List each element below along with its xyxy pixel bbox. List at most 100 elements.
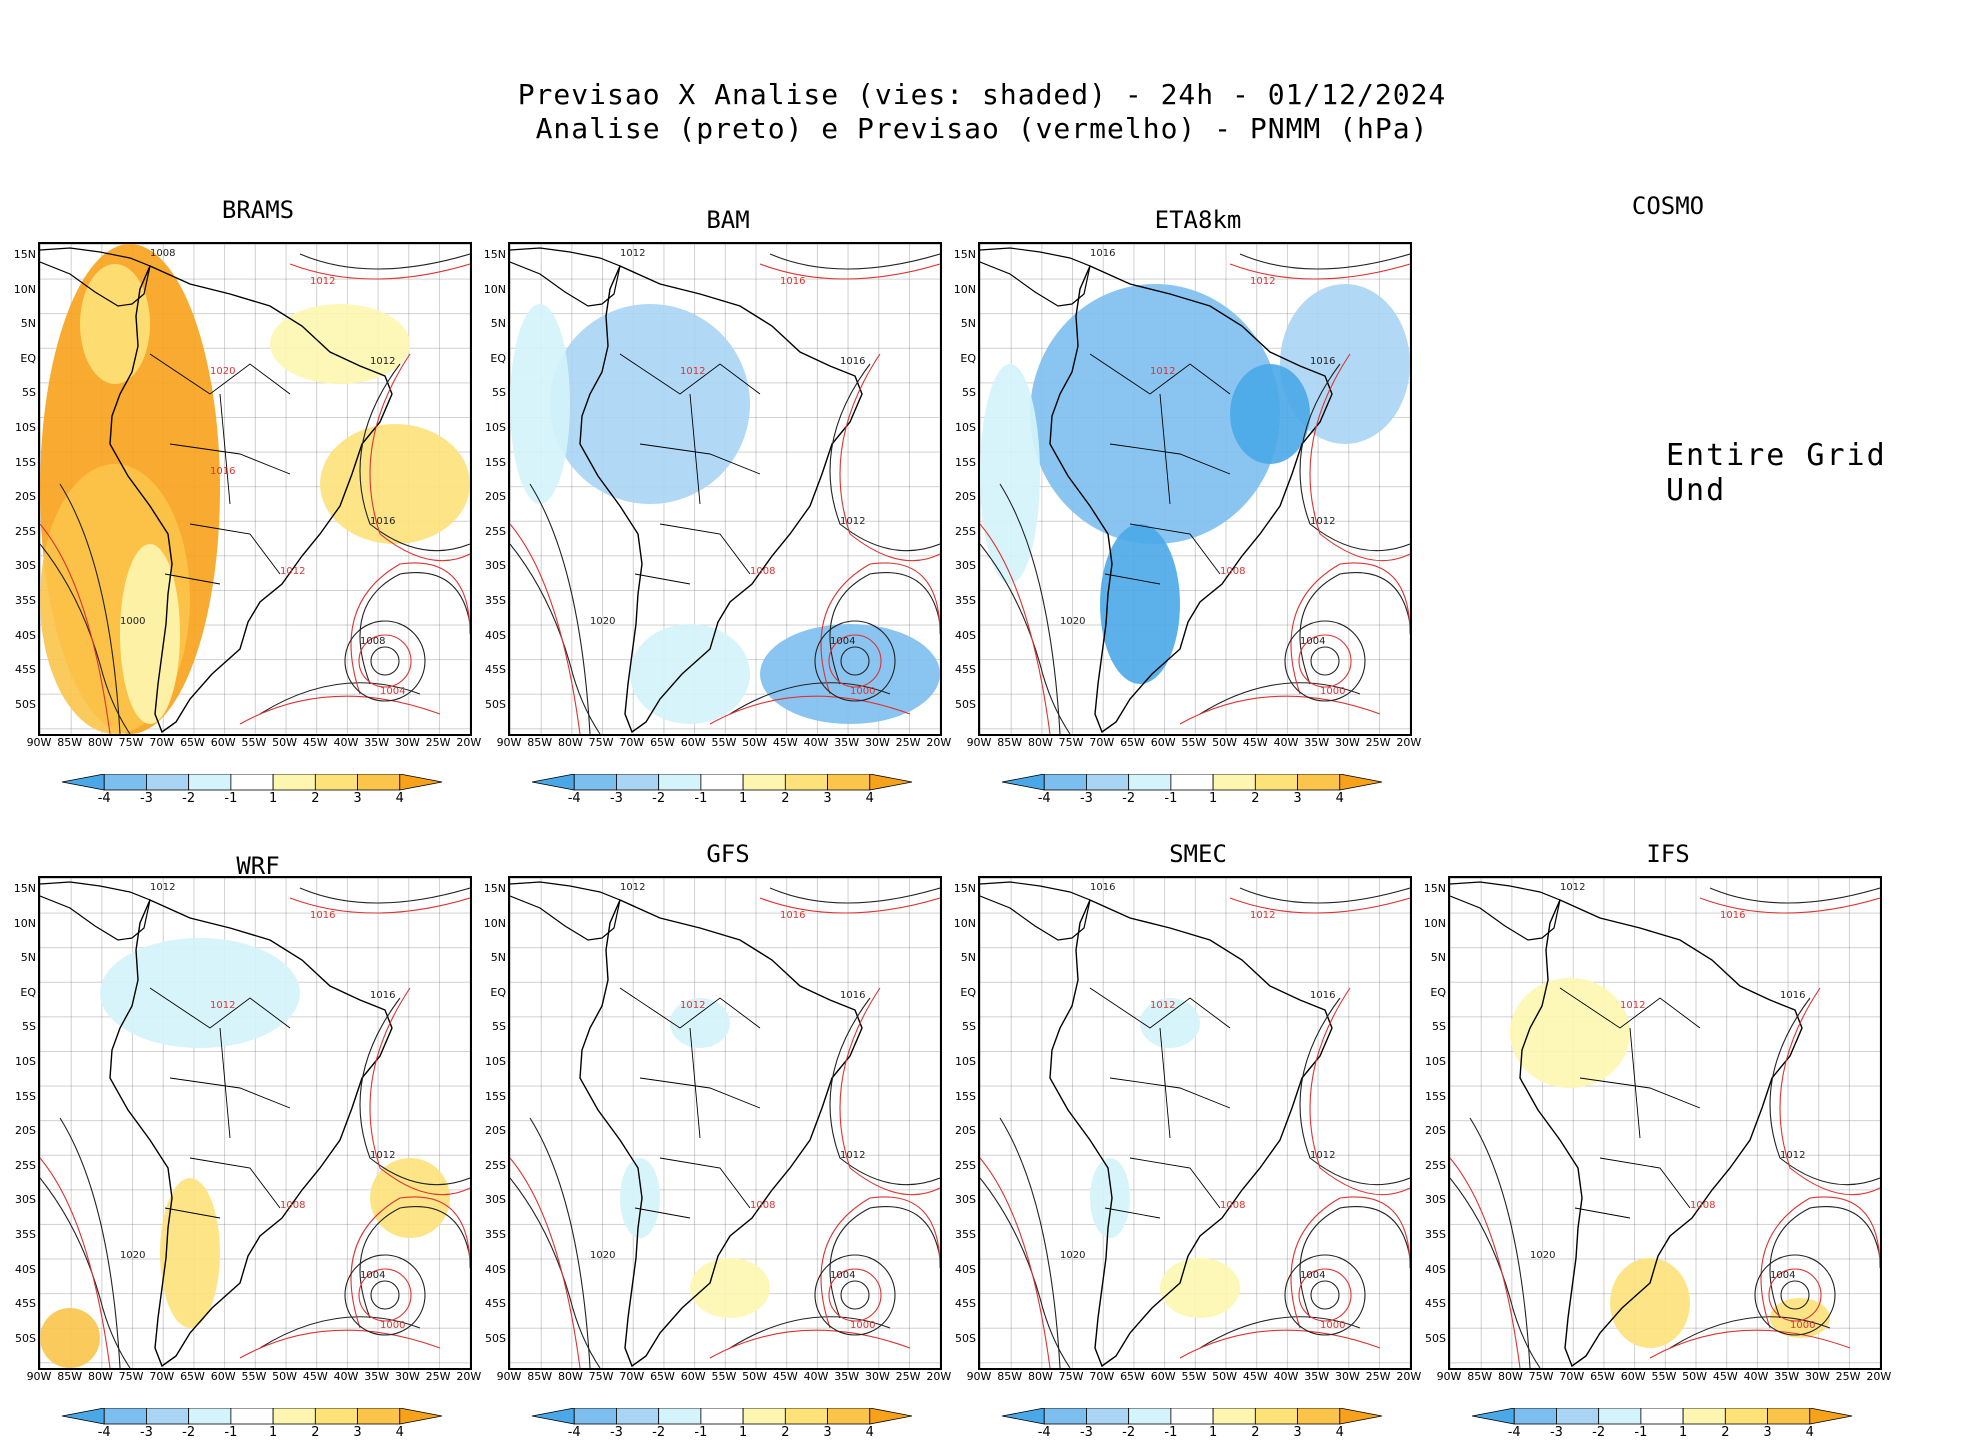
colorbar-segment <box>1212 774 1256 791</box>
colorbar-label: 2 <box>1721 1425 1730 1440</box>
analysis-isobar <box>1199 682 1361 715</box>
forecast-isobar <box>239 1329 441 1359</box>
isobar-label: 1004 <box>360 1270 385 1281</box>
isobar-label: 1000 <box>850 686 875 697</box>
panel-title-eta8km: ETA8km <box>1154 206 1242 234</box>
lon-tick-label: 55W <box>241 1370 267 1383</box>
analysis-isobar <box>359 1206 470 1319</box>
map-svg-gfs: 1012 1016 1012 1008 1004 1000 1020 1012 1016 <box>510 881 940 1368</box>
colorbar-label: -1 <box>1634 1425 1648 1440</box>
lon-tick-label: 35W <box>834 1370 860 1383</box>
colorbar-label: -2 <box>182 791 196 806</box>
lon-tick-label: 50W <box>272 736 298 749</box>
lat-tick-label: 5N <box>490 951 506 965</box>
lon-tick-label: 40W <box>1743 1370 1769 1383</box>
lon-tick-label: 25W <box>895 736 921 749</box>
isobar-label: 1016 <box>1310 990 1335 1001</box>
lat-tick-label: 35S <box>485 594 506 607</box>
lon-tick-label: 30W <box>1804 1370 1830 1383</box>
lon-tick-label: 65W <box>1120 1370 1145 1383</box>
colorbar-segment <box>531 774 575 791</box>
colorbar-label: -2 <box>1122 1425 1136 1440</box>
isobar-label: 1012 <box>1780 1150 1805 1161</box>
isobar-label: 1016 <box>310 910 335 921</box>
isobar-label: 1012 <box>1620 1000 1645 1011</box>
analysis-isobar <box>729 1316 891 1349</box>
lat-tick-label: 10N <box>953 916 976 930</box>
coastline-central-america <box>980 881 1091 941</box>
lon-tick-label: 90W <box>966 736 992 749</box>
isobar-label: 1008 <box>1220 566 1245 577</box>
lat-tick-label: 35S <box>955 1228 976 1241</box>
lat-tick-label: 10N <box>483 916 506 930</box>
colorbar-label: 4 <box>865 791 874 806</box>
panel-title-wrf: WRF <box>236 852 280 880</box>
lat-tick-label: 15S <box>15 1089 36 1103</box>
lon-tick-label: 70W <box>1089 736 1115 749</box>
isobar-label: 1000 <box>1320 686 1345 697</box>
forecast-isobar <box>980 523 1051 734</box>
bias-shading <box>80 264 150 384</box>
colorbar-label: -3 <box>1079 791 1093 806</box>
forecast-isobar <box>759 263 940 280</box>
lon-tick-label: 70W <box>619 1370 645 1383</box>
colorbar-segment <box>188 774 232 791</box>
colorbar-label: 3 <box>1293 1425 1302 1440</box>
country-border <box>189 523 281 575</box>
analysis-isobar <box>40 1177 131 1368</box>
lon-tick-label: 80W <box>87 1370 113 1383</box>
country-border <box>164 1207 221 1219</box>
isobar-label: 1000 <box>120 616 145 627</box>
lon-tick-label: 30W <box>394 1370 420 1383</box>
colorbar-label: 4 <box>395 791 404 806</box>
isobar-label: 1020 <box>120 1250 145 1261</box>
analysis-isobar <box>510 1177 601 1368</box>
lon-tick-label: 55W <box>711 1370 737 1383</box>
map-svg-eta8km: 1016 1012 1012 1008 1004 1000 1020 1012 1016 <box>980 247 1410 734</box>
analysis-isobar <box>1299 572 1410 685</box>
colorbar-label: 4 <box>1805 1425 1814 1440</box>
lat-tick-label: 5S <box>492 386 506 400</box>
colorbar-label: 3 <box>353 1425 362 1440</box>
lon-tick-label: 85W <box>57 1370 83 1383</box>
lat-tick-label: 15N <box>483 248 506 261</box>
colorbar-segment <box>784 1408 828 1425</box>
lat-tick-label: 10S <box>485 421 506 434</box>
map-panel-brams: 1008 1012 1016 1012 1008 1004 1000 1020 1012 1016 <box>38 242 472 736</box>
colorbar-label: 3 <box>1293 791 1302 806</box>
isobar-label: 1000 <box>380 1320 405 1331</box>
coastline <box>109 265 393 734</box>
isobar-label: 1004 <box>1300 1270 1325 1281</box>
lat-tick-label: 40S <box>955 1262 976 1276</box>
forecast-isobar <box>1229 263 1410 280</box>
analysis-isobar <box>1769 997 1880 1186</box>
lon-tick-label: 20W <box>1396 736 1422 749</box>
lon-tick-label: 70W <box>149 736 175 749</box>
lon-tick-label: 30W <box>864 736 890 749</box>
bias-shading <box>320 424 470 544</box>
lon-tick-label: 55W <box>241 736 267 749</box>
lon-tick-label: 60W <box>680 1370 706 1383</box>
country-border <box>219 1027 231 1139</box>
country-border <box>1159 393 1171 505</box>
colorbar-label: -3 <box>139 1425 153 1440</box>
bias-shading <box>670 998 730 1048</box>
lon-tick-label: 60W <box>1150 1370 1176 1383</box>
undefined-grid-message: Entire Grid Und <box>1666 438 1887 508</box>
lat-tick-label: 30S <box>15 1193 36 1207</box>
low-pressure-center <box>344 620 426 702</box>
analysis-isobar <box>1709 887 1880 904</box>
colorbar-label: 3 <box>1763 1425 1772 1440</box>
forecast-isobar <box>239 695 441 725</box>
colorbar-label: 4 <box>395 1425 404 1440</box>
isobar-label: 1012 <box>680 366 705 377</box>
lon-tick-label: 90W <box>1436 1370 1462 1383</box>
country-border <box>1129 523 1221 575</box>
colorbar <box>61 774 443 791</box>
country-border <box>1109 1077 1231 1109</box>
lat-tick-label: 30S <box>955 1193 976 1207</box>
lon-tick-label: 75W <box>1528 1370 1554 1383</box>
analysis-isobar <box>829 997 940 1186</box>
lat-tick-label: EQ <box>960 985 976 999</box>
coastline <box>1049 899 1333 1368</box>
